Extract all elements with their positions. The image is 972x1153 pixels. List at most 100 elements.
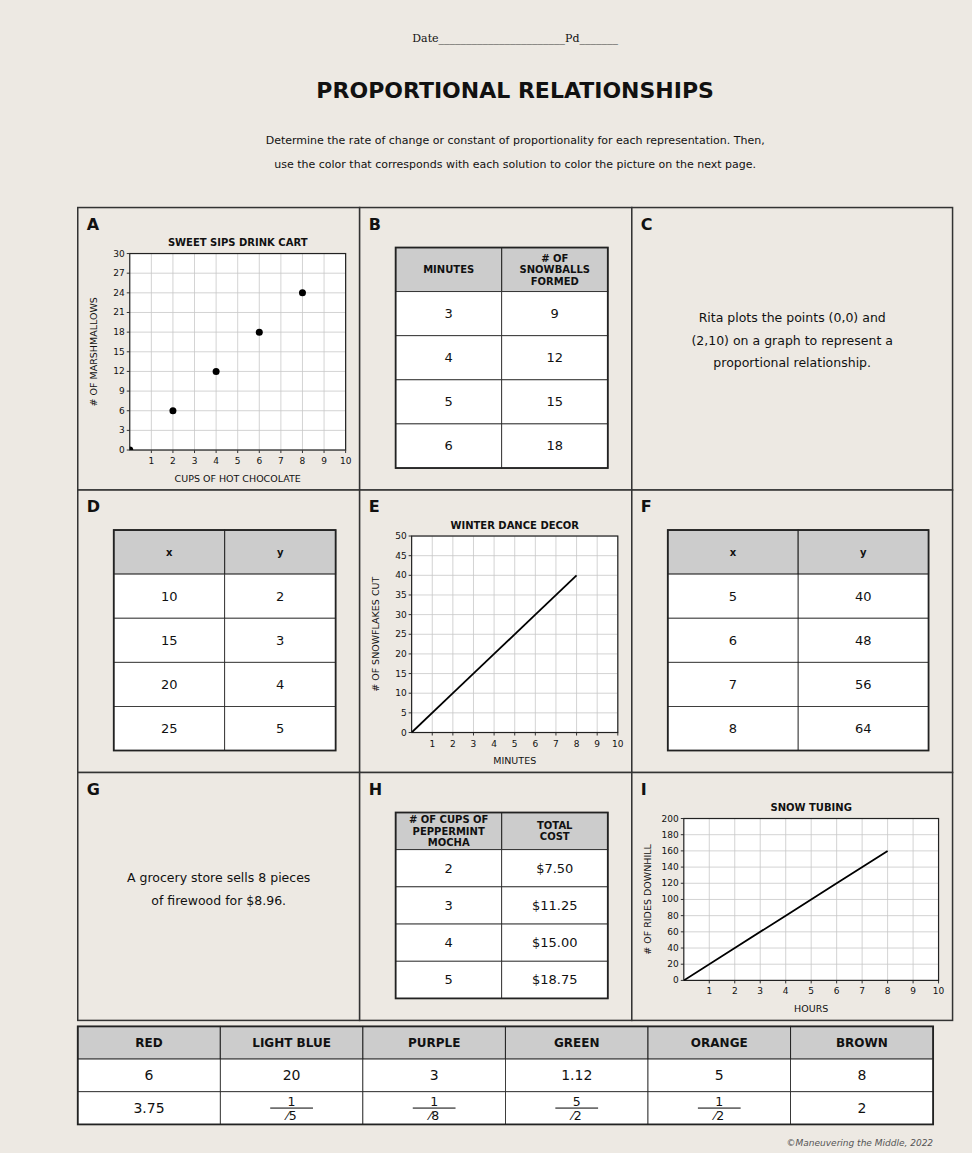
- header-cell: [78, 1026, 221, 1059]
- grid-line: [130, 312, 346, 313]
- y-tick-label: 30: [113, 249, 125, 259]
- x-tick-label: 7: [278, 456, 284, 466]
- text-line: 6: [145, 1067, 154, 1083]
- y-tick-label: 6: [119, 406, 125, 416]
- text-line: 2: [170, 456, 176, 466]
- table-cell: [78, 1059, 221, 1092]
- table-cell: [396, 887, 502, 924]
- text-line: 4: [445, 350, 453, 365]
- text-line: 18: [546, 438, 563, 453]
- x-tick-label: 4: [783, 986, 789, 996]
- text-line: 2: [732, 986, 738, 996]
- chart-title: SNOW TUBING: [770, 802, 851, 813]
- x-tick-label: 6: [256, 456, 262, 466]
- text-line: 12: [546, 350, 563, 365]
- text-line: 7: [553, 739, 559, 749]
- grid-line: [130, 391, 346, 392]
- cell-text: 5: [445, 394, 453, 409]
- y-tick-label: 180: [662, 830, 679, 840]
- x-label: MINUTES: [493, 755, 536, 766]
- x-tick-label: 6: [532, 739, 538, 749]
- text-line: 1: [706, 986, 712, 996]
- text-line: 15: [395, 669, 406, 679]
- text-line: PEPPERMINT: [413, 826, 485, 837]
- title: PROPORTIONAL RELATIONSHIPS: [316, 78, 714, 103]
- cell-text: $7.50: [536, 861, 573, 876]
- grid-line: [130, 332, 346, 333]
- x-tick-label: 3: [471, 739, 477, 749]
- text-line: 56: [855, 677, 872, 692]
- text-line: 10: [933, 986, 945, 996]
- cell-text: 5: [276, 721, 284, 736]
- cell-text: 15: [546, 394, 563, 409]
- text-line: # OF SNOWFLAKES CUT: [370, 577, 381, 692]
- text-line: 1.12: [561, 1067, 592, 1083]
- table-cell: [791, 1092, 934, 1125]
- table-cell: [668, 662, 798, 706]
- text-line: ⁄2: [569, 1108, 582, 1123]
- text-line: 3.75: [133, 1100, 164, 1116]
- x-tick-label: 3: [192, 456, 198, 466]
- marks: [412, 575, 577, 732]
- chart-title: WINTER DANCE DECOR: [450, 520, 579, 531]
- cell-text: 18: [546, 438, 563, 453]
- column-header: LIGHT BLUE: [252, 1036, 331, 1050]
- text-line: x: [166, 547, 173, 558]
- cell-text: 4: [445, 935, 453, 950]
- cell-border: [360, 208, 632, 490]
- text-line: ⁄2: [711, 1108, 724, 1123]
- text-line: 6: [729, 633, 737, 648]
- x-tick-label: 9: [321, 456, 327, 466]
- cell-text: 5: [715, 1067, 724, 1083]
- table-cell: [225, 618, 336, 662]
- cell-text: 2: [857, 1100, 866, 1116]
- text-line: 20: [667, 959, 679, 969]
- table-cell: [505, 1059, 648, 1092]
- plot-frame: [130, 254, 346, 450]
- table-cell: [502, 961, 608, 998]
- grid-line: [412, 693, 618, 694]
- point: [299, 289, 306, 296]
- section-label: A: [87, 215, 100, 234]
- text-line: 6: [834, 986, 840, 996]
- text-line: 3: [471, 739, 477, 749]
- cell-text: 2: [445, 861, 453, 876]
- text-line: 15: [161, 633, 178, 648]
- problem-text: Rita plots the points (0,0) and(2,10) on…: [691, 310, 893, 370]
- plot-area: [684, 819, 939, 981]
- grid-line: [412, 673, 618, 674]
- grid-line: [130, 430, 346, 431]
- table-cell: [502, 292, 608, 336]
- text-line: 30: [113, 249, 125, 259]
- text-line: 4: [276, 677, 284, 692]
- table-cell: [396, 850, 502, 887]
- text-line: Date_______________________Pd_______: [412, 32, 618, 45]
- plot-frame: [684, 819, 939, 981]
- text-line: 40: [855, 589, 872, 604]
- table-cell: [668, 618, 798, 662]
- x-tick-label: 3: [757, 986, 763, 996]
- grid-line: [412, 594, 618, 595]
- x-tick-label: 1: [706, 986, 712, 996]
- cell-text: 4: [276, 677, 284, 692]
- y-tick-label: 40: [667, 943, 679, 953]
- text-line: 2: [445, 861, 453, 876]
- y-tick-label: 60: [667, 927, 679, 937]
- text-line: 10: [161, 589, 178, 604]
- cell-text: 10: [161, 589, 178, 604]
- header-cell: [648, 1026, 791, 1059]
- point: [213, 368, 220, 375]
- grid-line: [412, 614, 618, 615]
- table-cell: [502, 380, 608, 424]
- y-tick-label: 200: [662, 814, 679, 824]
- x-tick-label: 10: [340, 456, 352, 466]
- point: [256, 329, 263, 336]
- table-border: [78, 1026, 933, 1124]
- text-line: 5: [808, 986, 814, 996]
- text-line: 5: [276, 721, 284, 736]
- text-line: 4: [783, 986, 789, 996]
- text-line: 4: [213, 456, 219, 466]
- column-header: MINUTES: [423, 264, 474, 275]
- text-line: 2: [276, 589, 284, 604]
- table-cell: [225, 662, 336, 706]
